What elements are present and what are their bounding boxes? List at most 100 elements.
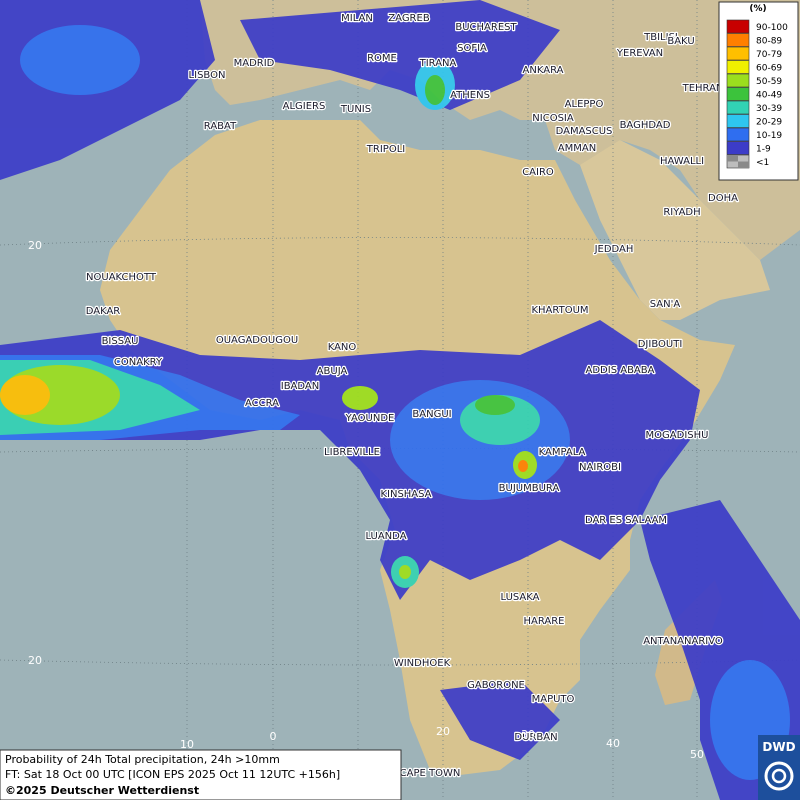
longitude-label: 0: [270, 730, 277, 743]
city-label: ANKARA: [523, 65, 564, 76]
city-label: MOGADISHU: [646, 430, 709, 441]
city-label: DAR ES SALAAM: [585, 515, 667, 526]
city-label: HARARE: [523, 616, 564, 627]
precip-area: [20, 25, 140, 95]
latitude-label: 20: [28, 654, 42, 667]
legend-swatch: [726, 73, 750, 88]
city-label: NICOSIA: [532, 113, 574, 124]
city-label: NOUAKCHOTT: [86, 272, 157, 283]
legend-label: <1: [756, 158, 769, 168]
city-label: MADRID: [234, 58, 275, 69]
city-label: SOFIA: [457, 43, 487, 54]
city-label: YEREVAN: [616, 48, 663, 59]
legend-label: 40-49: [756, 91, 782, 101]
precip-area: [399, 565, 411, 579]
city-label: DURBAN: [514, 732, 557, 743]
graticule-line: [0, 237, 800, 246]
city-label: OUAGADOUGOU: [216, 335, 298, 346]
city-label: NAIROBI: [579, 462, 621, 473]
logo-text: DWD: [762, 740, 795, 754]
legend-swatch-pattern: [727, 155, 738, 162]
longitude-label: 40: [606, 737, 620, 750]
city-label: TRIPOLI: [366, 144, 405, 155]
city-label: AMMAN: [558, 143, 596, 154]
longitude-label: 30: [521, 728, 535, 741]
legend-label: 1-9: [756, 145, 771, 155]
legend-label: 70-79: [756, 50, 782, 60]
legend-swatch: [726, 141, 750, 155]
legend-swatch: [726, 114, 750, 128]
city-label: RABAT: [204, 121, 237, 132]
city-label: DAMASCUS: [556, 126, 613, 137]
city-label: SAN'A: [650, 299, 681, 310]
caption-line: Probability of 24h Total precipitation, …: [5, 753, 280, 766]
city-label: ADDIS ABABA: [586, 365, 655, 376]
city-label: BAGHDAD: [620, 120, 671, 131]
legend-swatch: [726, 33, 750, 47]
city-label: CONAKRY: [114, 357, 163, 368]
city-label: CAPE TOWN: [400, 768, 461, 779]
city-label: KANO: [328, 342, 357, 353]
precip-area: [475, 395, 515, 415]
city-label: LUANDA: [365, 531, 406, 542]
precip-area: [240, 0, 560, 110]
precip-area: [518, 460, 528, 472]
city-label: ANTANANARIVO: [643, 636, 723, 647]
legend-swatch: [726, 87, 750, 101]
legend-swatch: [726, 19, 750, 34]
city-label: ALGIERS: [283, 101, 326, 112]
legend-unit: (%): [749, 4, 766, 14]
longitude-label: 10: [180, 738, 194, 751]
longitude-label: 50: [690, 748, 704, 761]
city-label: KAMPALA: [539, 447, 586, 458]
city-label: LISBON: [189, 70, 226, 81]
city-label: TBILISI: [643, 32, 678, 43]
legend-label: 80-89: [756, 37, 782, 47]
caption-line: FT: Sat 18 Oct 00 UTC [ICON EPS 2025 Oct…: [5, 768, 340, 781]
legend-swatch: [726, 100, 750, 115]
city-label: ABUJA: [317, 366, 348, 377]
logo-icon: [771, 768, 787, 784]
city-label: ALEPPO: [565, 99, 604, 110]
city-label: HAWALLI: [660, 156, 704, 167]
city-label: TEHRAN: [682, 83, 724, 94]
city-label: KINSHASA: [380, 489, 431, 500]
land-arabia: [580, 140, 770, 320]
city-label: ACCRA: [245, 398, 279, 409]
city-label: ZAGREB: [388, 13, 430, 24]
legend-label: 90-100: [756, 23, 788, 33]
city-label: ATHENS: [450, 90, 490, 101]
longitude-label: 20: [436, 725, 450, 738]
caption: Probability of 24h Total precipitation, …: [0, 749, 402, 800]
city-label: KHARTOUM: [531, 305, 588, 316]
city-label: LIBREVILLE: [324, 447, 380, 458]
city-label: BANGUI: [412, 409, 451, 420]
city-label: BISSAU: [102, 336, 139, 347]
city-label: IBADAN: [281, 381, 320, 392]
legend-label: 50-59: [756, 77, 782, 87]
legend-label: 60-69: [756, 64, 782, 74]
city-label: JEDDAH: [594, 244, 634, 255]
city-label: CAIRO: [522, 167, 554, 178]
legend-label: 20-29: [756, 118, 782, 128]
legend-label: 10-19: [756, 131, 782, 141]
grid-labels: 20 20 10 0 20 30 40 50: [28, 239, 704, 761]
city-label: GABORONE: [467, 680, 525, 691]
graticule-line: [0, 659, 800, 666]
legend-swatch: [726, 46, 750, 61]
city-label: WINDHOEK: [394, 658, 451, 669]
latitude-label: 20: [28, 239, 42, 252]
city-label: BUJUMBURA: [499, 483, 560, 494]
precip-area: [342, 386, 378, 410]
legend-swatch: [726, 127, 750, 142]
city-label: ROME: [367, 53, 397, 64]
logo: DWD: [758, 735, 800, 800]
city-label: DOHA: [708, 193, 738, 204]
legend-swatch: [726, 60, 750, 74]
precip-area: [440, 680, 560, 760]
city-label: TIRANA: [419, 58, 457, 69]
